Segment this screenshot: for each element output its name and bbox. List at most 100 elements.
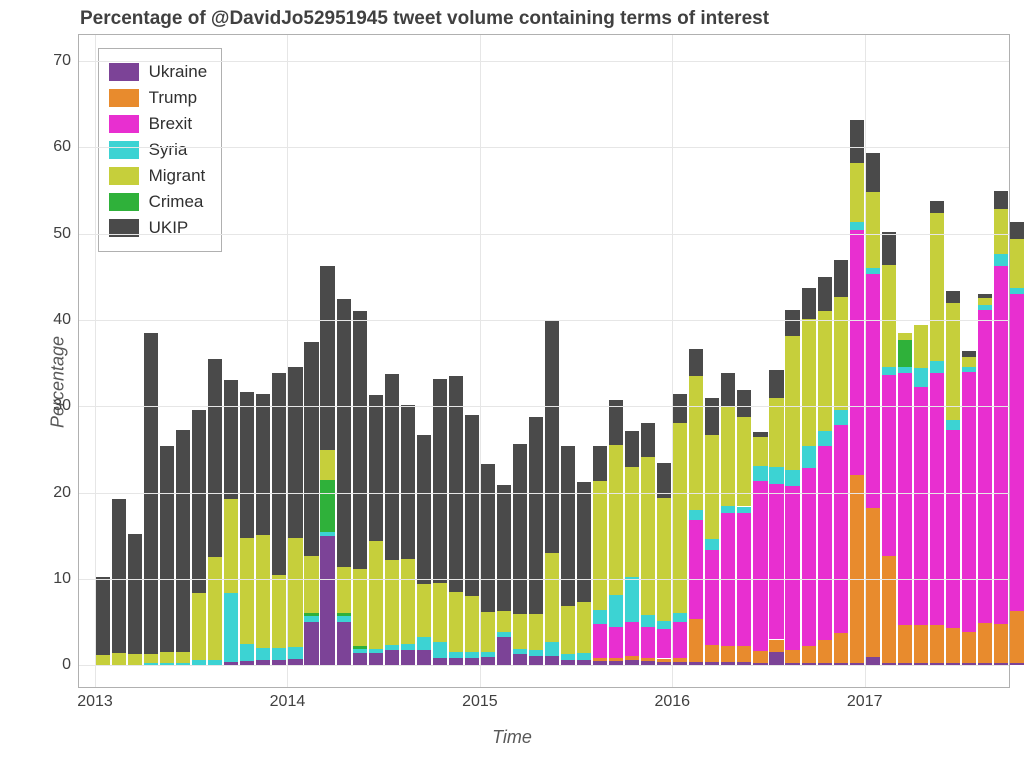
- gridline-h: [79, 320, 1009, 321]
- bar-segment-migrant: [112, 653, 126, 665]
- y-tick-label: 50: [53, 225, 79, 243]
- bar-segment-syria: [465, 652, 479, 657]
- bar-segment-ukip: [401, 405, 415, 560]
- bar-segment-trump: [1010, 611, 1024, 663]
- bar-segment-migrant: [256, 535, 270, 648]
- bar-segment-syria: [497, 632, 511, 637]
- bar-segment-ukip: [818, 277, 832, 312]
- bar-segment-ukraine: [353, 653, 367, 665]
- bar-segment-migrant: [304, 556, 318, 613]
- bar-segment-migrant: [689, 376, 703, 510]
- legend-label: Brexit: [149, 114, 192, 134]
- bar-segment-syria: [785, 470, 799, 486]
- bar-segment-ukip: [256, 394, 270, 535]
- bar-segment-migrant: [513, 614, 527, 649]
- bar-segment-migrant: [144, 654, 158, 663]
- gridline-v: [480, 35, 481, 687]
- bar-segment-ukip: [705, 398, 719, 435]
- bar-segment-ukraine: [513, 654, 527, 665]
- bar-segment-trump: [753, 651, 767, 663]
- bar-segment-brexit: [593, 624, 607, 658]
- bar-segment-ukip: [272, 373, 286, 575]
- bar-segment-migrant: [545, 553, 559, 642]
- bar-segment-ukip: [802, 288, 816, 319]
- x-tick-label: 2017: [847, 687, 883, 711]
- bar-segment-ukraine: [866, 657, 880, 666]
- bar-segment-migrant: [208, 557, 222, 660]
- bar-segment-migrant: [497, 611, 511, 632]
- bar-segment-migrant: [978, 298, 992, 305]
- x-tick-label: 2014: [270, 687, 306, 711]
- bar-segment-trump: [962, 632, 976, 663]
- bar-segment-trump: [785, 650, 799, 663]
- gridline-v: [287, 35, 288, 687]
- bar-segment-ukip: [561, 446, 575, 606]
- legend-item: Migrant: [109, 163, 208, 189]
- bar-segment-syria: [882, 367, 896, 376]
- bar-segment-syria: [577, 653, 591, 660]
- bar-segment-migrant: [577, 602, 591, 654]
- bar-segment-ukip: [769, 370, 783, 398]
- bar-segment-trump: [625, 656, 639, 660]
- bar-segment-crimea: [320, 480, 334, 532]
- bar-segment-ukip: [834, 260, 848, 297]
- bar-segment-syria: [737, 507, 751, 513]
- bar-segment-ukraine: [417, 650, 431, 666]
- bar-segment-brexit: [802, 468, 816, 647]
- bar-segment-trump: [866, 508, 880, 657]
- bar-segment-brexit: [946, 430, 960, 629]
- bar-segment-crimea: [353, 646, 367, 649]
- bar-segment-ukip: [866, 153, 880, 192]
- chart-container: Percentage of @DavidJo52951945 tweet vol…: [0, 0, 1024, 764]
- bar-segment-migrant: [192, 593, 206, 660]
- bar-segment-trump: [593, 658, 607, 661]
- gridline-h: [79, 406, 1009, 407]
- bar-segment-trump: [850, 475, 864, 663]
- bar-segment-migrant: [385, 560, 399, 645]
- bar-segment-trump: [978, 623, 992, 663]
- x-tick-label: 2013: [77, 687, 113, 711]
- bar-segment-brexit: [914, 387, 928, 624]
- bar-segment-trump: [689, 619, 703, 662]
- bar-segment-ukraine: [769, 652, 783, 666]
- bar-segment-ukip: [497, 485, 511, 611]
- bar-segment-ukraine: [401, 650, 415, 666]
- bar-segment-migrant: [818, 311, 832, 430]
- bar-segment-ukip: [128, 534, 142, 654]
- bar-segment-syria: [898, 367, 912, 372]
- bar-segment-migrant: [641, 457, 655, 615]
- bar-segment-trump: [705, 645, 719, 662]
- legend-swatch: [109, 89, 139, 107]
- bar-segment-syria: [337, 616, 351, 622]
- bar-segment-migrant: [705, 435, 719, 539]
- bar-segment-syria: [353, 649, 367, 653]
- bar-segment-ukip: [737, 390, 751, 417]
- bar-segment-ukraine: [545, 656, 559, 665]
- bar-segment-ukraine: [1010, 663, 1024, 666]
- bar-segment-brexit: [689, 520, 703, 618]
- bar-segment-ukraine: [433, 658, 447, 666]
- bar-segment-ukip: [593, 446, 607, 481]
- bar-segment-ukip: [577, 482, 591, 601]
- bar-segment-brexit: [1010, 294, 1024, 611]
- bar-segment-ukraine: [337, 622, 351, 665]
- bar-segment-syria: [721, 506, 735, 514]
- bar-segment-ukip: [160, 446, 174, 652]
- bar-segment-ukip: [513, 444, 527, 613]
- bar-segment-brexit: [753, 481, 767, 651]
- bar-segment-migrant: [882, 265, 896, 367]
- legend-item: UKIP: [109, 215, 208, 241]
- bar-segment-syria: [481, 652, 495, 656]
- bar-segment-migrant: [898, 333, 912, 340]
- bar-segment-syria: [256, 648, 270, 660]
- bar-segment-trump: [737, 646, 751, 662]
- bar-segment-ukip: [449, 376, 463, 592]
- bar-segment-migrant: [866, 192, 880, 268]
- legend-label: Ukraine: [149, 62, 208, 82]
- bar-segment-syria: [385, 645, 399, 650]
- bar-segment-migrant: [337, 567, 351, 613]
- bar-segment-trump: [769, 640, 783, 652]
- bar-segment-ukip: [625, 431, 639, 467]
- bar-segment-trump: [609, 658, 623, 661]
- bar-segment-ukip: [882, 232, 896, 265]
